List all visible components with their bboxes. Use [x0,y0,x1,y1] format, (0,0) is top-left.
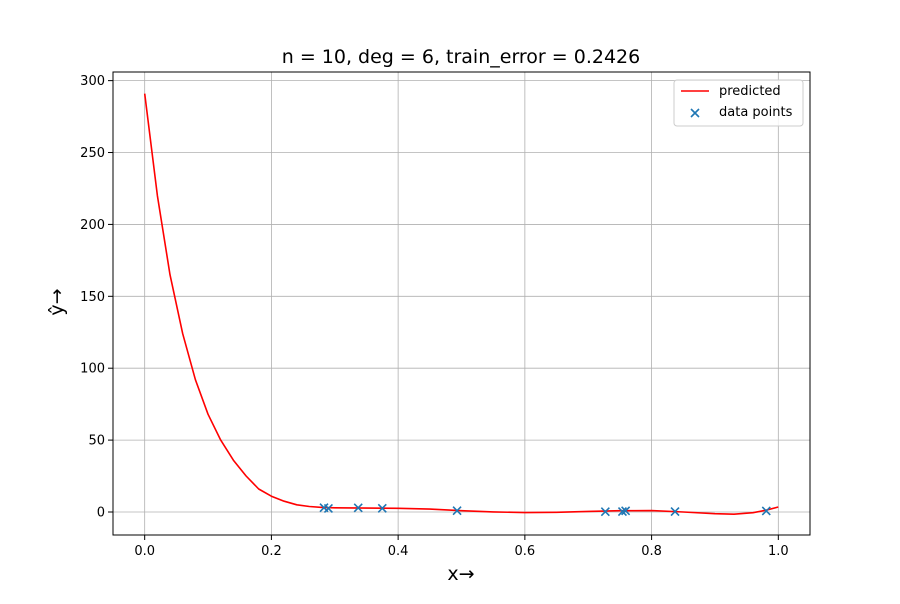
y-tick-label: 100 [80,362,105,377]
data-point-marker [761,506,771,516]
y-tick-label: 250 [80,146,105,161]
chart-title: n = 10, deg = 6, train_error = 0.2426 [282,46,640,68]
data-point-marker [452,506,462,516]
x-tick-label: 0.0 [134,544,155,559]
x-tick-label: 0.6 [515,544,536,559]
x-tick-label: 1.0 [768,544,789,559]
data-point-marker [323,503,334,513]
legend-marker-swatch [690,108,700,118]
grid [113,72,810,535]
x-tick-label: 0.2 [261,544,282,559]
data-point-marker [617,506,628,517]
predicted-line [143,93,779,516]
y-axis-label: ŷ→ [46,288,68,315]
y-tick-label: 50 [88,434,105,449]
x-ticks: 0.0 0.2 0.4 0.6 0.8 1.0 [134,535,789,559]
data-point-marker [600,507,610,517]
data-point-marker [670,506,680,517]
x-tick-label: 0.4 [388,544,409,559]
axes-border [112,71,811,536]
legend-label-predicted: predicted [719,84,781,99]
series-layer [143,93,779,517]
axes-frame [112,71,811,536]
legend: predicted data points [673,79,804,127]
data-point-marker [353,503,363,513]
y-tick-label: 150 [80,290,105,305]
data-point-marker [621,506,631,516]
y-ticks: 0 50 100 150 200 250 300 [80,74,113,520]
y-tick-label: 200 [80,218,105,233]
y-tick-label: 300 [80,74,105,89]
data-point-marker [377,503,387,513]
x-axis-label: x→ [447,563,474,585]
legend-marker-icon [690,108,700,118]
y-tick-label: 0 [97,505,105,520]
x-tick-label: 0.8 [641,544,662,559]
legend-label-data-points: data points [719,105,793,120]
